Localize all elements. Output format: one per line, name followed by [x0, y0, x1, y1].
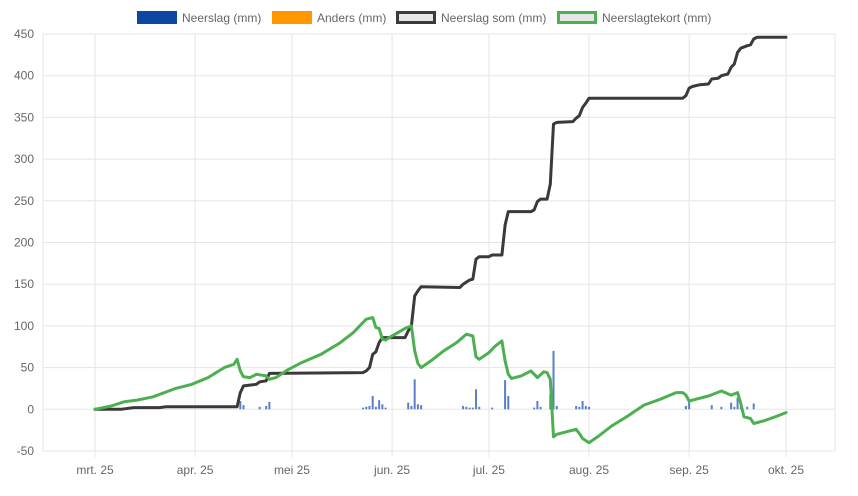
- neerslag-bar: [381, 404, 384, 410]
- neerslag-bar: [752, 403, 755, 410]
- legend: Neerslag (mm) Anders (mm) Neerslag som (mm…: [137, 11, 711, 25]
- y-tick-label: 400: [14, 69, 34, 83]
- neerslag-bar: [475, 389, 478, 410]
- y-tick-label: 150: [14, 277, 34, 291]
- neerslag-bar: [575, 405, 578, 410]
- neerslag-bar: [478, 406, 481, 410]
- neerslag-bar: [578, 406, 581, 410]
- series-lines: [93, 35, 788, 445]
- neerslag-bar: [536, 400, 539, 410]
- x-tick-label: mrt. 25: [76, 463, 114, 477]
- neerslag-bar: [584, 405, 587, 410]
- neerslag-bar: [588, 406, 591, 410]
- neerslag-bar: [268, 401, 271, 410]
- y-tick-label: 100: [14, 319, 34, 333]
- neerslag-bar: [504, 380, 507, 410]
- neerslag-bar: [384, 407, 387, 410]
- legend-label: Neerslag (mm): [182, 11, 261, 25]
- x-tick-label: mei 25: [274, 463, 310, 477]
- neerslag-bar: [420, 405, 423, 410]
- neerslagtekort-line: [93, 316, 788, 445]
- x-tick-label: apr. 25: [177, 463, 214, 477]
- neerslag-bar: [413, 379, 416, 410]
- legend-label: Anders (mm): [317, 11, 386, 25]
- neerslag-bar: [471, 407, 474, 410]
- neerslag-bar: [710, 405, 713, 410]
- y-tick-label: 200: [14, 236, 34, 250]
- neerslag-bar: [242, 405, 245, 410]
- x-tick-label: aug. 25: [569, 463, 609, 477]
- neerslag-som-line: [93, 35, 788, 411]
- neerslag-bar: [378, 400, 381, 410]
- x-tick-label: jun. 25: [373, 463, 410, 477]
- neerslag-bar: [688, 401, 691, 410]
- y-tick-label: 250: [14, 194, 34, 208]
- neerslag-bar: [539, 406, 542, 410]
- legend-label: Neerslagtekort (mm): [602, 11, 711, 25]
- legend-swatch: [272, 11, 312, 24]
- axes: -50 0 50 100 150 200 250 300 350 400 450 mrt. 25 apr…: [14, 27, 804, 477]
- neerslag-bar: [371, 395, 374, 410]
- neerslag-bar: [374, 406, 377, 410]
- neerslag-bar: [746, 406, 749, 410]
- neerslag-bar: [407, 402, 410, 410]
- neerslag-bar: [410, 405, 413, 410]
- neerslag-bar: [736, 397, 739, 410]
- neerslag-bar: [581, 400, 584, 410]
- neerslag-bar: [239, 400, 242, 410]
- neerslag-bar: [265, 405, 268, 410]
- y-tick-label: 300: [14, 152, 34, 166]
- neerslag-bar: [733, 406, 736, 410]
- neerslag-bars: [239, 350, 755, 410]
- neerslag-bar: [465, 406, 468, 410]
- grid: [42, 33, 836, 457]
- y-tick-label: 450: [14, 27, 34, 41]
- x-tick-label: jul. 25: [472, 463, 505, 477]
- y-tick-label: 350: [14, 110, 34, 124]
- neerslag-bar: [720, 406, 723, 410]
- x-tick-label: sep. 25: [669, 463, 709, 477]
- legend-swatch: [396, 11, 436, 24]
- neerslag-bar: [507, 395, 510, 410]
- neerslag-bar: [491, 407, 494, 410]
- neerslag-bar: [462, 405, 465, 410]
- neerslag-bar: [362, 407, 365, 410]
- legend-swatch: [137, 11, 177, 24]
- neerslag-bar: [416, 404, 419, 410]
- neerslag-bar: [365, 406, 368, 410]
- neerslag-bar: [730, 402, 733, 410]
- neerslag-bar: [684, 405, 687, 410]
- neerslag-bar: [552, 350, 555, 410]
- x-tick-label: okt. 25: [768, 463, 804, 477]
- neerslag-bar: [555, 405, 558, 410]
- neerslag-bar: [368, 405, 371, 410]
- y-tick-label: 0: [27, 402, 34, 416]
- neerslag-bar: [258, 406, 261, 410]
- y-tick-label: -50: [17, 444, 35, 458]
- neerslag-bar: [468, 407, 471, 410]
- legend-label: Neerslag som (mm): [441, 11, 546, 25]
- y-tick-label: 50: [21, 361, 35, 375]
- neerslag-bar: [533, 407, 536, 410]
- legend-swatch: [557, 11, 597, 24]
